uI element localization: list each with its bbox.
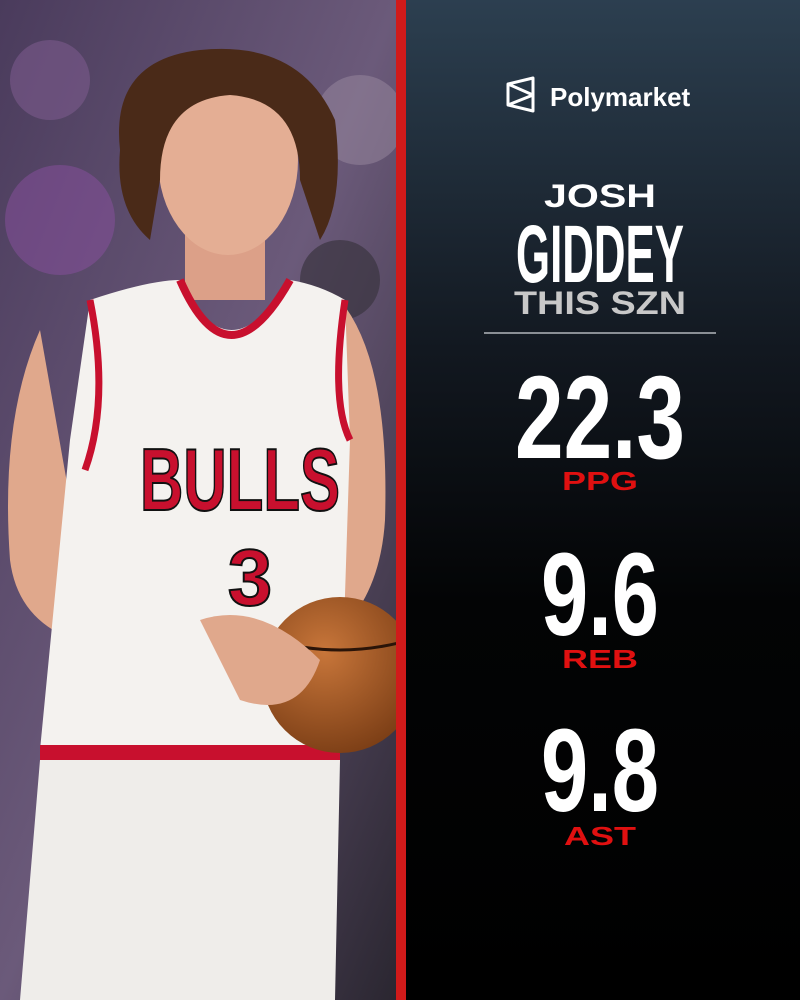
jersey-text: BULLS — [140, 430, 340, 529]
jersey-number: 3 — [228, 533, 273, 622]
stats-panel — [406, 0, 800, 1000]
stat-label: AST — [564, 821, 636, 851]
red-stripe — [396, 0, 406, 1000]
stat-label: PPG — [562, 466, 638, 496]
stat-value: 22.3 — [515, 352, 685, 484]
last-name: GIDDEY — [516, 209, 684, 300]
player-photo: BULLS 3 — [0, 0, 398, 1000]
subtitle: THIS SZN — [514, 285, 686, 321]
stat-label: REB — [562, 644, 638, 674]
brand-name: Polymarket — [550, 82, 691, 112]
stat-value: 9.8 — [541, 705, 659, 837]
first-name: JOSH — [544, 178, 656, 214]
stat-value: 9.6 — [541, 529, 659, 661]
brand-logo — [506, 76, 535, 113]
